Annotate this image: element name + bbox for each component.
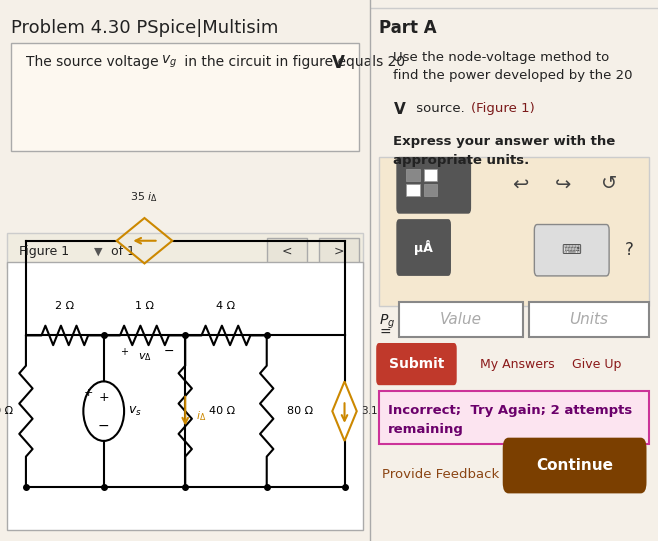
FancyBboxPatch shape [376, 343, 457, 385]
Text: ?: ? [625, 241, 634, 259]
Text: −: − [163, 345, 174, 358]
FancyBboxPatch shape [7, 262, 363, 530]
Text: Part A: Part A [379, 19, 437, 37]
Text: The source voltage: The source voltage [26, 55, 163, 69]
Text: ↪: ↪ [555, 174, 571, 194]
Text: Units: Units [569, 312, 609, 327]
FancyBboxPatch shape [534, 225, 609, 276]
Text: Use the node-voltage method to
find the power developed by the 20: Use the node-voltage method to find the … [393, 51, 633, 82]
Text: $P_g$: $P_g$ [379, 313, 395, 331]
FancyBboxPatch shape [379, 391, 649, 444]
Text: $3.125\ v_{\Delta}$: $3.125\ v_{\Delta}$ [361, 404, 407, 418]
Text: +: + [99, 391, 109, 404]
FancyBboxPatch shape [7, 233, 363, 268]
FancyBboxPatch shape [503, 438, 647, 493]
FancyBboxPatch shape [11, 43, 359, 151]
Text: $v_{\Delta}$: $v_{\Delta}$ [138, 351, 151, 363]
Text: $i_{\Delta}$: $i_{\Delta}$ [196, 410, 207, 424]
Text: −: − [98, 419, 109, 433]
FancyBboxPatch shape [424, 184, 438, 196]
Text: 20 Ω: 20 Ω [0, 406, 13, 416]
FancyBboxPatch shape [399, 302, 523, 337]
Text: +: + [120, 347, 128, 357]
Text: V: V [393, 102, 405, 117]
Text: Give Up: Give Up [572, 358, 621, 371]
Text: μÅ: μÅ [415, 240, 433, 255]
FancyBboxPatch shape [396, 219, 451, 276]
Text: 80 Ω: 80 Ω [287, 406, 313, 416]
Text: My Answers: My Answers [480, 358, 554, 371]
Text: Express your answer with the
appropriate units.: Express your answer with the appropriate… [393, 135, 616, 167]
Text: in the circuit in figure equals 20: in the circuit in figure equals 20 [180, 55, 409, 69]
FancyBboxPatch shape [318, 238, 359, 265]
FancyBboxPatch shape [379, 157, 649, 306]
Text: ▼: ▼ [95, 247, 103, 256]
Text: Provide Feedback: Provide Feedback [382, 468, 499, 481]
Text: (Figure 1): (Figure 1) [470, 102, 534, 115]
FancyBboxPatch shape [424, 169, 438, 181]
FancyBboxPatch shape [266, 238, 307, 265]
Text: $v_s$: $v_s$ [128, 405, 141, 418]
Text: Figure 1: Figure 1 [18, 245, 68, 258]
Text: Submit: Submit [389, 357, 444, 371]
FancyBboxPatch shape [528, 302, 649, 337]
FancyBboxPatch shape [396, 157, 471, 214]
FancyBboxPatch shape [407, 169, 420, 181]
Text: source.: source. [412, 102, 465, 115]
Text: Problem 4.30 PSpice|Multisim: Problem 4.30 PSpice|Multisim [11, 19, 278, 37]
Text: 40 Ω: 40 Ω [209, 406, 236, 416]
Text: $35\ i_{\Delta}$: $35\ i_{\Delta}$ [130, 190, 159, 204]
Text: Value: Value [440, 312, 482, 327]
Text: of 1: of 1 [111, 245, 135, 258]
Text: ↺: ↺ [601, 174, 617, 194]
Text: V: V [332, 54, 344, 72]
Text: 1 Ω: 1 Ω [135, 301, 154, 311]
Text: Continue: Continue [536, 458, 613, 473]
Text: Incorrect;  Try Again; 2 attempts
remaining: Incorrect; Try Again; 2 attempts remaini… [388, 404, 632, 436]
Text: <: < [282, 245, 292, 258]
Text: +: + [84, 388, 93, 398]
Text: ↩: ↩ [512, 174, 528, 194]
FancyBboxPatch shape [407, 184, 420, 196]
Text: =: = [379, 326, 391, 340]
Text: $v_g$: $v_g$ [161, 54, 177, 70]
Text: 4 Ω: 4 Ω [216, 301, 236, 311]
Text: 2 Ω: 2 Ω [55, 301, 74, 311]
Text: ⌨: ⌨ [562, 243, 582, 257]
Text: >: > [334, 245, 344, 258]
